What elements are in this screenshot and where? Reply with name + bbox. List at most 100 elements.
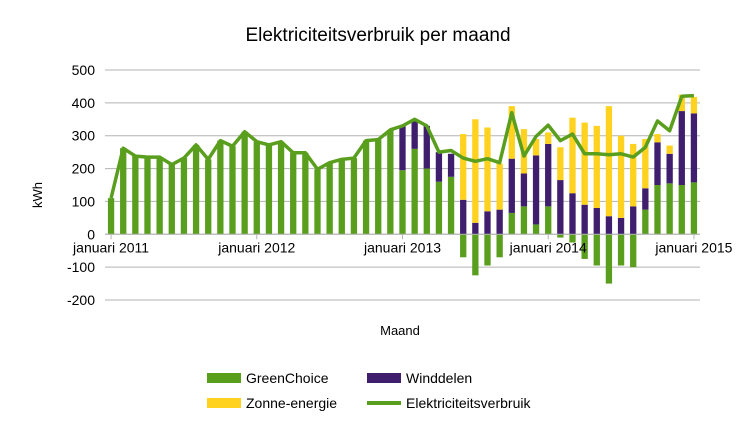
- bar-greenchoice: [132, 156, 139, 235]
- bar-winddelen: [569, 193, 576, 235]
- x-tick-label: januari 2013: [363, 239, 441, 255]
- legend-swatch: [207, 373, 241, 383]
- bar-greenchoice: [314, 169, 321, 235]
- bar-greenchoice: [472, 234, 479, 276]
- bar-greenchoice: [435, 181, 443, 235]
- bar-greenchoice: [338, 159, 345, 235]
- y-axis-label: kWh: [30, 182, 45, 208]
- bar-greenchoice: [460, 234, 467, 258]
- bar-zonne-energie: [593, 125, 600, 208]
- bar-greenchoice: [350, 158, 358, 235]
- bar-winddelen: [557, 180, 564, 235]
- legend-swatch: [207, 398, 241, 408]
- bar-greenchoice: [144, 157, 151, 235]
- bar-greenchoice: [569, 234, 576, 243]
- y-tick-label: 200: [72, 161, 96, 177]
- bar-greenchoice: [666, 183, 673, 235]
- bar-greenchoice: [678, 185, 685, 235]
- bar-zonne-energie: [617, 135, 625, 218]
- bar-greenchoice: [387, 129, 394, 235]
- bar-greenchoice: [375, 139, 382, 235]
- y-tick-label: 500: [72, 62, 96, 78]
- bar-greenchoice: [423, 168, 430, 235]
- bar-greenchoice: [508, 212, 515, 235]
- bar-winddelen: [630, 206, 637, 235]
- x-tick-label: januari 2015: [654, 239, 732, 255]
- bar-greenchoice: [484, 234, 491, 266]
- bar-winddelen: [545, 143, 552, 207]
- bars: [107, 94, 698, 284]
- bar-zonne-energie: [642, 139, 649, 189]
- bar-winddelen: [581, 204, 588, 235]
- y-tick-label: -100: [67, 259, 95, 275]
- bar-winddelen: [605, 216, 613, 235]
- bar-greenchoice: [180, 158, 188, 235]
- bar-greenchoice: [447, 176, 455, 235]
- bar-greenchoice: [205, 159, 212, 235]
- bar-greenchoice: [168, 164, 175, 235]
- bar-greenchoice: [630, 234, 637, 268]
- bar-greenchoice: [290, 152, 297, 235]
- legend-label: Zonne-energie: [246, 395, 337, 411]
- bar-winddelen: [690, 113, 698, 183]
- bar-greenchoice: [520, 206, 528, 235]
- bar-zonne-energie: [690, 96, 698, 114]
- bar-greenchoice: [496, 234, 503, 258]
- series-line-elektriciteitsverbruik: [109, 93, 695, 199]
- bar-zonne-energie: [569, 117, 576, 194]
- bar-zonne-energie: [654, 134, 661, 143]
- bar-greenchoice: [362, 140, 370, 235]
- bar-winddelen: [411, 119, 418, 149]
- y-axis-ticks: 500 400 300 200 100 0 -100 -200: [67, 62, 95, 308]
- bar-winddelen: [508, 158, 515, 213]
- bar-zonne-energie: [630, 143, 637, 207]
- bar-winddelen: [435, 152, 443, 182]
- bar-greenchoice: [265, 144, 273, 235]
- bar-greenchoice: [654, 185, 661, 235]
- bar-zonne-energie: [460, 134, 467, 200]
- bar-winddelen: [593, 208, 600, 235]
- bar-greenchoice: [581, 234, 588, 259]
- bar-greenchoice: [107, 198, 115, 235]
- bar-greenchoice: [241, 131, 248, 235]
- bar-zonne-energie: [532, 139, 540, 156]
- bar-greenchoice: [411, 148, 418, 235]
- legend-label: Elektriciteitsverbruik: [406, 395, 531, 411]
- y-tick-label: 300: [72, 128, 96, 144]
- bar-greenchoice: [399, 170, 406, 235]
- chart-title: Elektriciteitsverbruik per maand: [245, 25, 510, 46]
- legend-swatch: [367, 373, 401, 383]
- bar-winddelen: [472, 222, 479, 235]
- bar-greenchoice: [545, 206, 552, 235]
- bar-zonne-energie: [508, 106, 515, 159]
- bar-zonne-energie: [605, 106, 613, 217]
- legend-label: Winddelen: [406, 370, 472, 386]
- y-tick-label: 400: [72, 95, 96, 111]
- bar-winddelen: [484, 211, 491, 235]
- bar-greenchoice: [532, 224, 540, 235]
- y-tick-label: 0: [87, 226, 95, 242]
- bar-winddelen: [496, 209, 503, 235]
- bar-winddelen: [532, 155, 540, 225]
- bar-greenchoice: [120, 148, 127, 235]
- bar-winddelen: [617, 217, 625, 235]
- bar-greenchoice: [326, 162, 333, 235]
- bar-winddelen: [423, 125, 430, 169]
- bar-greenchoice: [192, 144, 200, 235]
- x-tick-label: januari 2012: [217, 239, 295, 255]
- bar-zonne-energie: [496, 163, 503, 210]
- x-tick-label: januari 2014: [509, 239, 587, 255]
- bar-winddelen: [399, 125, 406, 171]
- bar-winddelen: [654, 142, 661, 185]
- bar-winddelen: [678, 111, 685, 185]
- legend-label: GreenChoice: [246, 370, 329, 386]
- bar-greenchoice: [605, 234, 613, 284]
- bar-greenchoice: [593, 234, 600, 266]
- x-axis-ticks: januari 2011 januari 2012 januari 2013 janu…: [72, 234, 733, 255]
- consumption-line: [109, 93, 695, 199]
- bar-zonne-energie: [484, 127, 491, 212]
- bar-zonne-energie: [666, 145, 673, 154]
- bar-winddelen: [642, 188, 649, 210]
- bar-zonne-energie: [557, 147, 564, 181]
